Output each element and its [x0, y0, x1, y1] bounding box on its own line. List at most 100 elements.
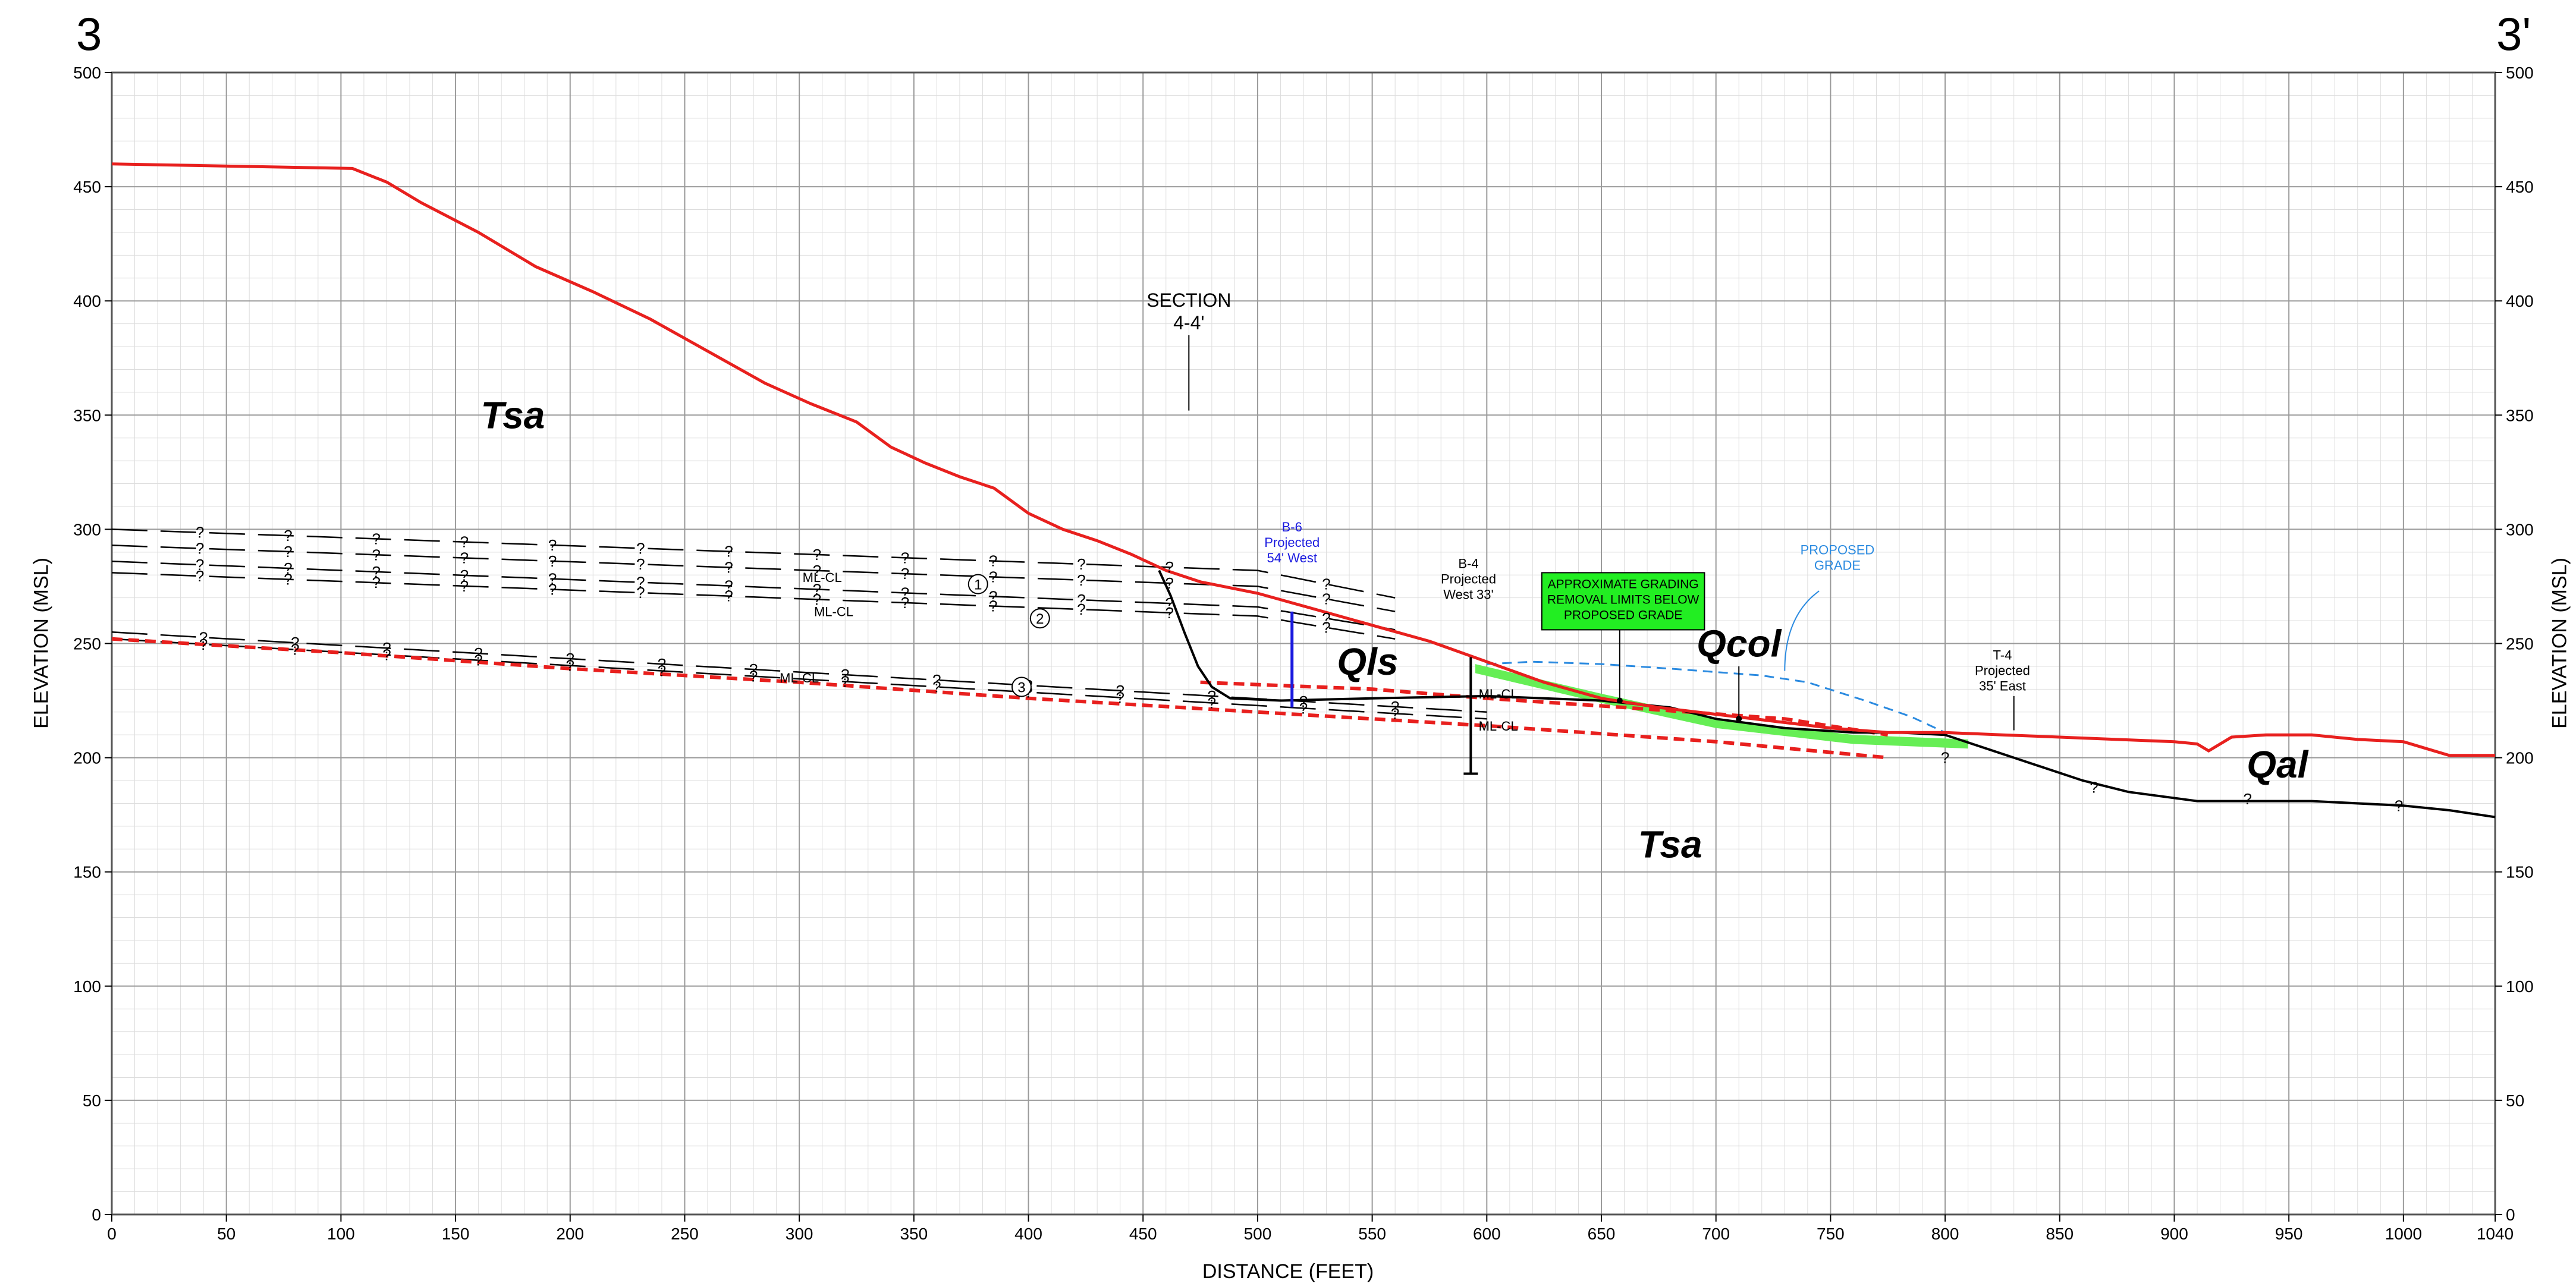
- x-tick-label: 250: [671, 1225, 699, 1243]
- question-mark: ?: [196, 524, 204, 542]
- proposed-grade-leader: [1784, 590, 1820, 671]
- grading-limits-text: PROPOSED GRADE: [1564, 608, 1683, 622]
- bedding-line: [111, 528, 1396, 599]
- y-tick-label: 400: [2506, 292, 2534, 310]
- question-mark: ?: [901, 594, 909, 612]
- question-mark: ?: [460, 567, 469, 584]
- b4-label: B-4: [1458, 556, 1478, 571]
- question-mark: ?: [2244, 790, 2252, 808]
- y-tick-label: 250: [73, 635, 101, 653]
- question-mark: ?: [199, 635, 208, 653]
- b4-label: Projected: [1441, 572, 1496, 587]
- question-mark: ?: [1299, 699, 1308, 717]
- question-mark: ?: [548, 552, 557, 570]
- y-tick-label: 50: [2506, 1091, 2524, 1110]
- question-mark: ?: [1299, 693, 1308, 710]
- question-mark: ?: [1322, 619, 1330, 637]
- y-tick-label: 200: [73, 749, 101, 767]
- x-tick-label: 300: [786, 1225, 813, 1243]
- x-tick-label: 950: [2275, 1225, 2303, 1243]
- section-end-label: 3': [2496, 8, 2531, 60]
- question-mark: ?: [989, 587, 997, 605]
- x-tick-label: 500: [1244, 1225, 1272, 1243]
- grading-limits-box: [1541, 572, 1705, 631]
- question-mark: ?: [841, 666, 849, 684]
- bed-number-label: 1: [974, 577, 982, 593]
- question-mark: ?: [724, 559, 733, 577]
- question-mark: ?: [636, 555, 645, 573]
- b6-label: Projected: [1264, 535, 1320, 550]
- question-mark: ?: [372, 546, 380, 564]
- y-tick-label: 50: [83, 1091, 101, 1110]
- question-mark: ?: [460, 533, 469, 551]
- x-axis-title: DISTANCE (FEET): [1202, 1260, 1374, 1283]
- y-tick-label: 300: [73, 520, 101, 539]
- question-mark: ?: [841, 673, 849, 691]
- b6-label: 54' West: [1267, 550, 1317, 565]
- question-mark: ?: [1116, 688, 1124, 706]
- bedding-line: [111, 545, 1396, 612]
- removal-zone: [1475, 664, 1968, 749]
- question-mark: ?: [474, 652, 482, 669]
- question-mark: ?: [724, 543, 733, 561]
- question-mark: ?: [1322, 609, 1330, 627]
- question-mark: ?: [291, 641, 299, 659]
- x-tick-label: 700: [1702, 1225, 1730, 1243]
- bed-number-label: 2: [1036, 611, 1044, 627]
- geologic-unit-label: Qcol: [1697, 622, 1782, 665]
- question-mark: ?: [460, 577, 469, 595]
- geologic-labels: ????????????????????????????????????????…: [196, 290, 2403, 866]
- question-mark: ?: [474, 644, 482, 662]
- grading-limits-text: APPROXIMATE GRADING: [1548, 577, 1699, 591]
- y-tick-label: 150: [2506, 863, 2534, 882]
- bed-number-circle: [1011, 676, 1032, 697]
- geologic-unit-label: Tsa: [1638, 823, 1702, 866]
- question-mark: ?: [284, 527, 292, 545]
- x-tick-label: 0: [107, 1225, 117, 1243]
- question-mark: ?: [1165, 594, 1173, 612]
- question-mark: ?: [1116, 682, 1124, 700]
- question-mark: ?: [566, 650, 574, 668]
- question-mark: ?: [1391, 704, 1399, 722]
- question-mark: ?: [932, 678, 941, 696]
- x-tick-label: 900: [2160, 1225, 2188, 1243]
- qcol-leader-dot: [1736, 716, 1742, 722]
- question-mark: ?: [1208, 694, 1216, 712]
- question-mark: ?: [932, 671, 941, 689]
- question-mark: ?: [901, 584, 909, 602]
- question-mark: ?: [724, 577, 733, 595]
- question-mark: ?: [1165, 574, 1173, 592]
- y-tick-label: 300: [2506, 520, 2534, 539]
- question-mark: ?: [196, 540, 204, 558]
- bed-number-label: 3: [1017, 679, 1025, 696]
- x-tick-label: 350: [900, 1225, 928, 1243]
- question-mark: ?: [372, 530, 380, 547]
- bedding-line: [111, 638, 1487, 720]
- grading-leader-dot: [1616, 697, 1623, 704]
- soil-type-label: ML-CL: [780, 671, 819, 685]
- question-mark: ?: [1322, 575, 1330, 593]
- question-mark: ?: [989, 597, 997, 615]
- y-tick-label: 350: [73, 406, 101, 424]
- question-mark: ?: [724, 587, 733, 605]
- y-tick-label: 450: [73, 178, 101, 196]
- question-mark: ?: [1165, 558, 1173, 576]
- question-mark: ?: [1208, 687, 1216, 705]
- question-mark: ?: [291, 634, 299, 652]
- bedding-line: [111, 572, 1396, 640]
- question-mark: ?: [813, 590, 821, 608]
- question-mark: ?: [372, 563, 380, 581]
- y-axis-title-right: ELEVATION (MSL): [2548, 558, 2571, 729]
- question-mark: ?: [989, 552, 997, 570]
- x-tick-label: 650: [1588, 1225, 1616, 1243]
- question-mark: ?: [1077, 591, 1085, 609]
- question-mark: ?: [548, 580, 557, 598]
- t4-label: T-4: [1993, 647, 2012, 662]
- y-tick-label: 500: [2506, 64, 2534, 82]
- question-mark: ?: [284, 571, 292, 589]
- x-tick-label: 100: [327, 1225, 355, 1243]
- question-mark: ?: [813, 546, 821, 564]
- y-tick-label: 0: [92, 1206, 101, 1224]
- y-tick-label: 150: [73, 863, 101, 882]
